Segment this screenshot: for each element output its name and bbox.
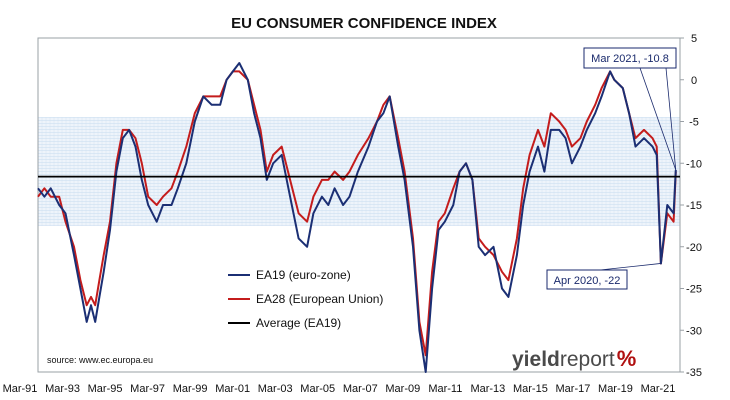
y-axis: 5 0 -5 -10 -15 -20 -25 -30 -35 <box>680 33 702 379</box>
x-tick-label: Mar-19 <box>598 383 633 395</box>
logo-part-yield: yield <box>512 348 560 371</box>
x-tick-label: Mar-99 <box>173 383 208 395</box>
chart-title: EU CONSUMER CONFIDENCE INDEX <box>231 15 497 32</box>
logo-part-percent: % <box>617 346 637 371</box>
legend: EA19 (euro-zone) EA28 (European Union) Ave… <box>228 268 383 330</box>
x-tick-label: Mar-17 <box>556 383 591 395</box>
x-tick-label: Mar-95 <box>88 383 123 395</box>
y-tick-label: -25 <box>686 284 702 296</box>
x-tick-label: Mar-91 <box>3 383 38 395</box>
logo-part-report: report <box>560 348 615 371</box>
callout-label: Apr 2020, -22 <box>554 275 621 287</box>
x-tick-label: Mar-01 <box>215 383 250 395</box>
x-tick-label: Mar-93 <box>45 383 80 395</box>
x-tick-label: Mar-97 <box>130 383 165 395</box>
callout-leader <box>599 263 661 271</box>
x-tick-label: Mar-07 <box>343 383 378 395</box>
callout-box <box>583 47 677 69</box>
y-tick-label: -20 <box>686 242 702 254</box>
y-tick-label: -35 <box>686 367 702 379</box>
legend-label-average: Average (EA19) <box>256 316 341 330</box>
legend-label-ea19: EA19 (euro-zone) <box>256 268 351 282</box>
x-axis: Mar-91 Mar-93 Mar-95 Mar-97 Mar-99 Mar-01 Mar-… <box>3 383 676 395</box>
series-line-ea19 <box>37 62 677 373</box>
annotations: Mar 2021, -10.8 Apr 2020, -22 <box>546 47 677 290</box>
x-tick-label: Mar-13 <box>470 383 505 395</box>
callout-leader <box>665 67 677 170</box>
y-tick-label: -10 <box>686 158 702 170</box>
series-line-ea28 <box>37 70 677 357</box>
y-tick-label: 5 <box>691 33 697 45</box>
callout-label: Mar 2021, -10.8 <box>591 53 669 65</box>
y-tick-label: -15 <box>686 200 702 212</box>
x-tick-label: Mar-09 <box>385 383 420 395</box>
x-tick-label: Mar-11 <box>428 383 462 395</box>
legend-label-ea28: EA28 (European Union) <box>256 292 383 306</box>
x-tick-label: Mar-21 <box>641 383 676 395</box>
x-tick-label: Mar-15 <box>513 383 548 395</box>
callout-leader <box>639 67 677 171</box>
x-tick-label: Mar-05 <box>300 383 335 395</box>
source-note: source: www.ec.europa.eu <box>47 355 153 365</box>
logo-text: yieldreport% <box>512 346 636 371</box>
y-tick-label: -5 <box>689 117 699 129</box>
y-tick-label: 0 <box>691 75 697 87</box>
yieldreport-logo: yieldreport% <box>512 346 636 371</box>
series-layer <box>37 62 677 373</box>
callout-box <box>546 269 628 290</box>
average-band <box>37 116 680 226</box>
y-tick-label: -30 <box>686 325 702 337</box>
x-tick-label: Mar-03 <box>258 383 293 395</box>
